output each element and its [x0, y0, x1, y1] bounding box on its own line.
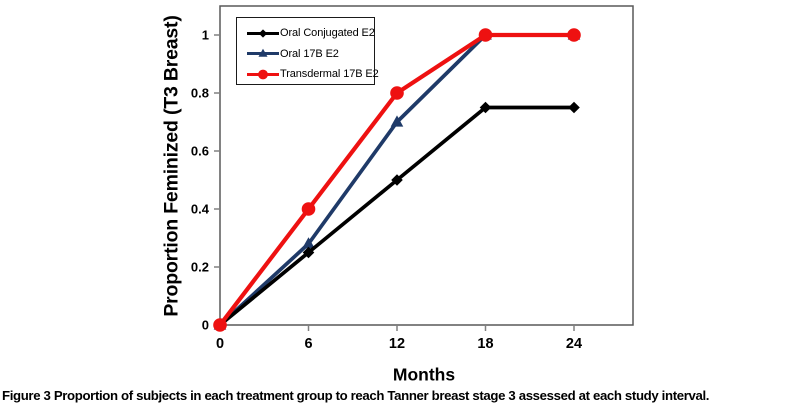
- diamond-marker-icon: [258, 29, 268, 38]
- figure-caption-label: Figure 3: [2, 388, 51, 403]
- diamond-marker-icon: [568, 101, 580, 114]
- y-tick-label: 0.2: [191, 260, 209, 275]
- x-axis-title: Months: [392, 364, 456, 385]
- series-transdermal-17b-e2: [213, 28, 581, 332]
- diamond-marker-icon: [302, 246, 315, 259]
- legend-item-transdermal-17b-e2: Transdermal 17B E2: [247, 64, 379, 85]
- legend-label: Oral Conjugated E2: [280, 27, 375, 40]
- legend-key-triangle: [247, 48, 279, 58]
- legend-label: Oral 17B E2: [280, 47, 339, 60]
- y-tick-label: 0.4: [191, 202, 210, 217]
- triangle-marker-icon: [390, 115, 404, 127]
- circle-marker-icon: [258, 69, 268, 80]
- y-tick-label: 0.6: [191, 144, 209, 159]
- chart-legend: Oral Conjugated E2 Oral 17B E2 Transdermal…: [236, 17, 379, 85]
- circle-marker-icon: [213, 318, 227, 332]
- y-axis-title: Proportion Feminized (T3 Breast): [160, 15, 183, 317]
- series-line-oral-conjugated-e2: [218, 105, 576, 327]
- legend-item-oral-17b-e2: Oral 17B E2: [247, 44, 374, 65]
- x-tick-label: 6: [304, 336, 312, 352]
- y-tick-label: 0: [202, 318, 209, 333]
- figure-caption-text: Proportion of subjects in each treatment…: [53, 388, 710, 403]
- x-tick-label: 0: [216, 336, 224, 352]
- circle-marker-icon: [301, 202, 316, 216]
- diamond-marker-icon: [479, 101, 492, 114]
- figure-caption: Figure 3 Proportion of subjects in each …: [2, 388, 792, 403]
- legend-key-circle: [247, 69, 279, 80]
- x-tick-label: 12: [389, 336, 405, 352]
- x-tick-label: 18: [477, 336, 493, 352]
- circle-marker-icon: [567, 28, 581, 42]
- tanner-stage-line-chart: 0 0.2 0.4 0.6 0.8 1 0 6 12 18 24: [191, 5, 634, 352]
- legend-key-diamond: [247, 29, 279, 38]
- triangle-marker-icon: [302, 237, 315, 249]
- diamond-marker-icon: [391, 174, 403, 186]
- y-tick-label: 0.8: [191, 86, 209, 101]
- plot-frame: [219, 5, 634, 326]
- series-oral-conjugated-e2: [214, 101, 580, 331]
- triangle-marker-icon: [258, 48, 268, 58]
- x-tick-label: 24: [566, 336, 582, 352]
- circle-marker-icon: [478, 28, 493, 42]
- legend-item-oral-conjugated-e2: Oral Conjugated E2: [247, 23, 375, 44]
- circle-marker-icon: [390, 86, 404, 100]
- y-tick-label: 1: [202, 28, 209, 43]
- legend-label: Transdermal 17B E2: [280, 68, 379, 81]
